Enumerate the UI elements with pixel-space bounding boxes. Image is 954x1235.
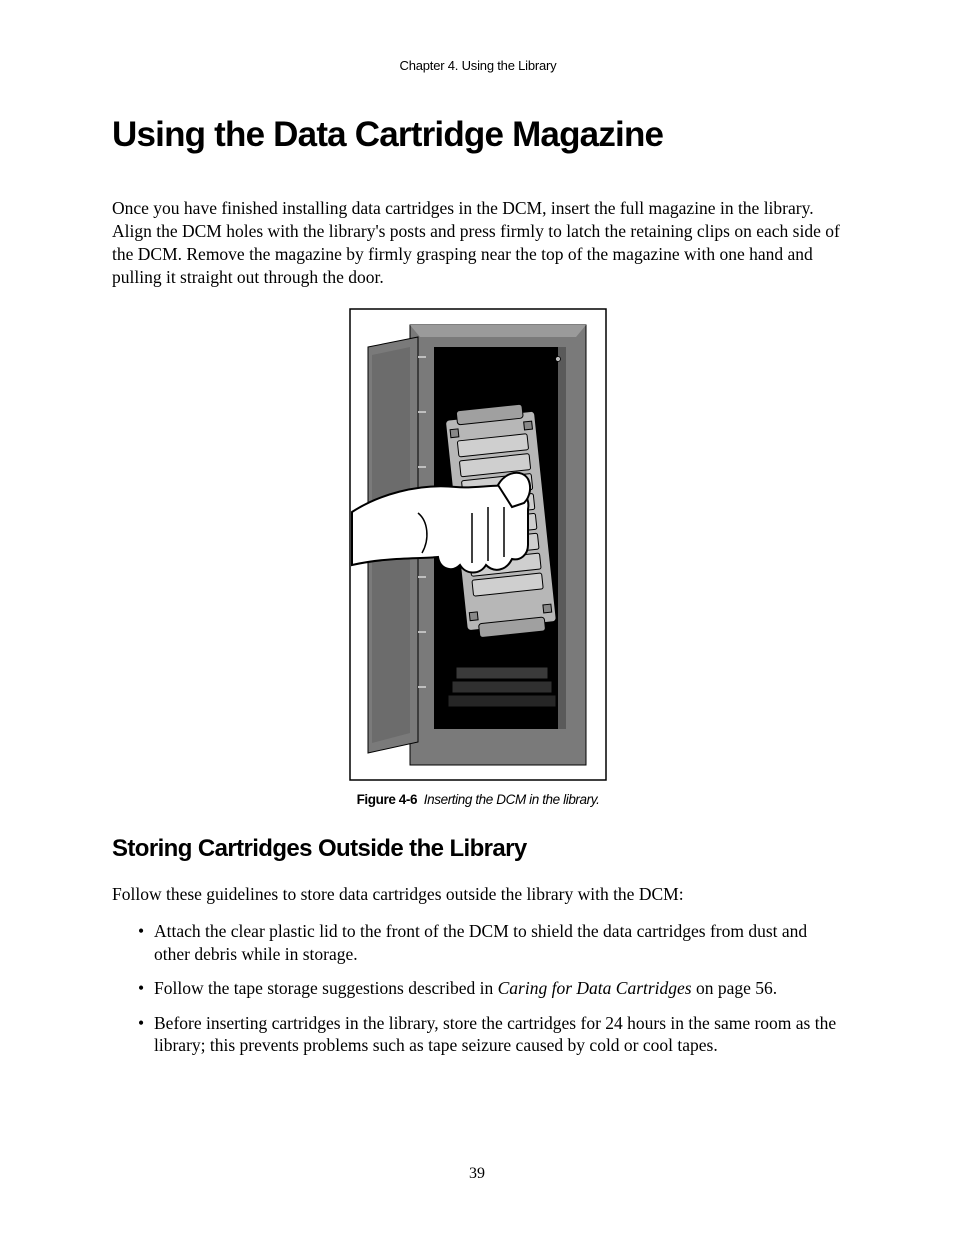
list-item: Before inserting cartridges in the libra… [140,1012,844,1057]
figure-caption: Figure 4-6 Inserting the DCM in the libr… [112,792,844,807]
chapter-header: Chapter 4. Using the Library [112,58,844,73]
bullet-post-text: on page 56. [692,978,778,998]
figure-label: Figure 4-6 [357,792,418,807]
page-title: Using the Data Cartridge Magazine [112,115,844,155]
dcm-insertion-illustration [348,307,608,782]
figure-caption-text: Inserting the DCM in the library. [424,792,600,807]
intro-paragraph: Once you have finished installing data c… [112,197,844,289]
figure-4-6 [112,307,844,782]
guidelines-list: Attach the clear plastic lid to the fron… [112,920,844,1056]
page-number: 39 [0,1165,954,1183]
list-item: Attach the clear plastic lid to the fron… [140,920,844,965]
bullet-pre-text: Follow the tape storage suggestions desc… [154,978,498,998]
storing-cartridges-subheading: Storing Cartridges Outside the Library [112,835,844,863]
list-item: Follow the tape storage suggestions desc… [140,977,844,999]
cross-reference: Caring for Data Cartridges [498,978,692,998]
guidelines-lead-in: Follow these guidelines to store data ca… [112,883,844,906]
